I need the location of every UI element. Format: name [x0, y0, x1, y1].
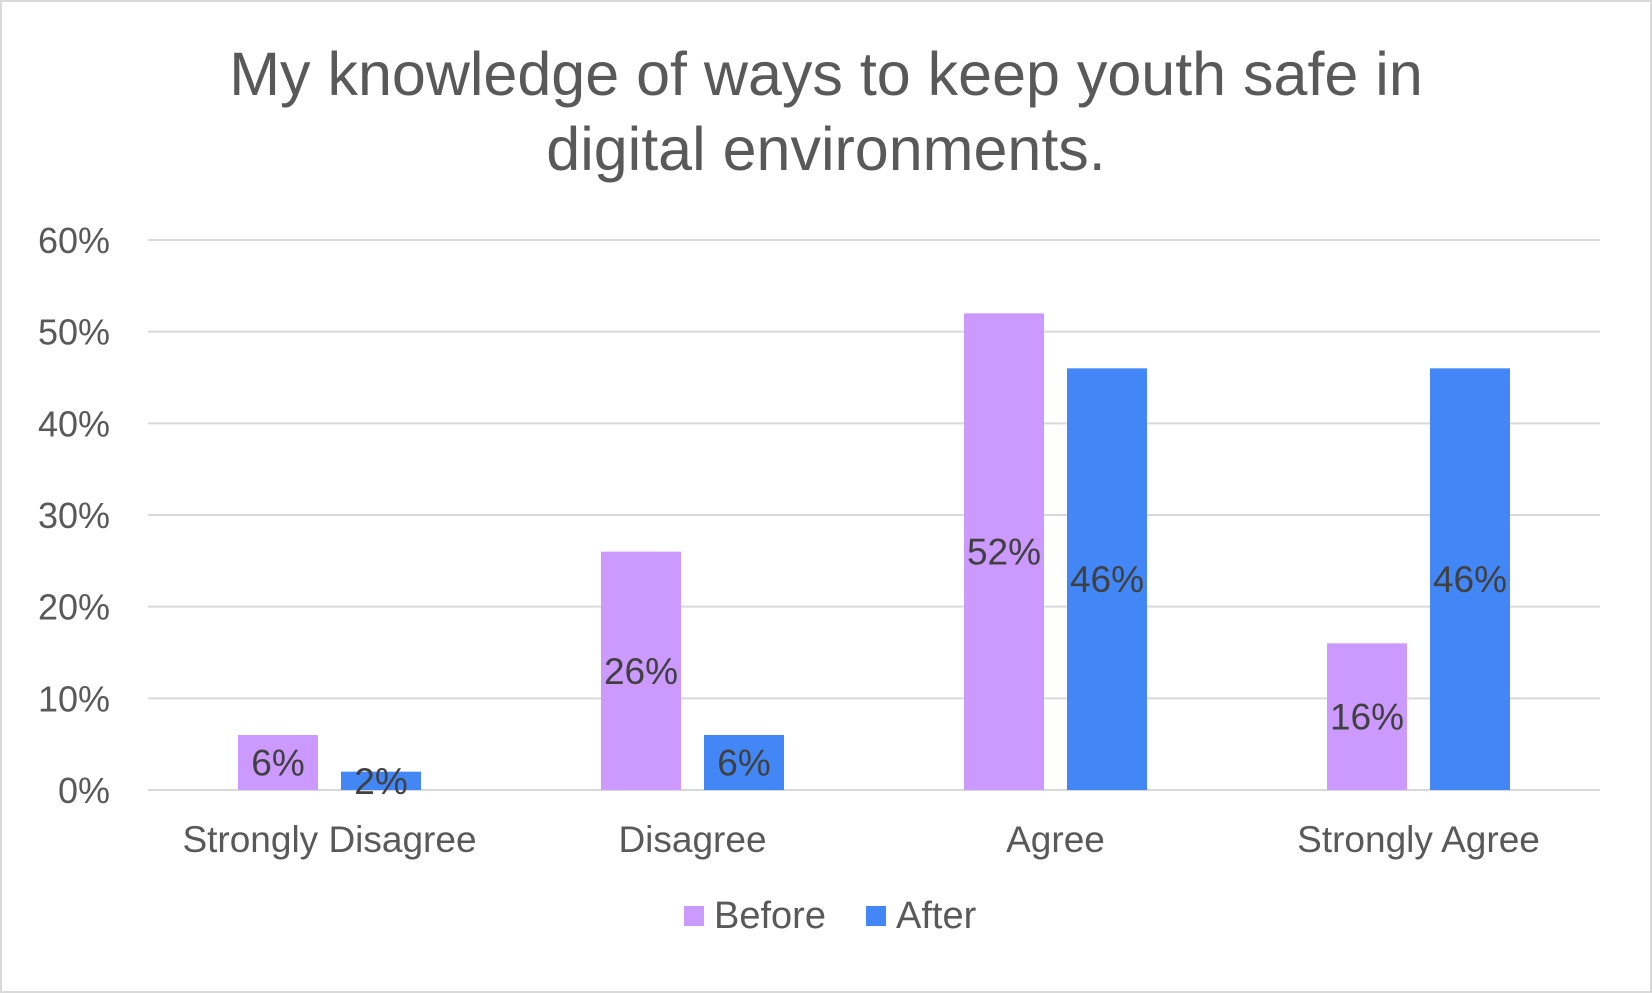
- data-label: 6%: [717, 743, 770, 784]
- chart-title: My knowledge of ways to keep youth safe …: [229, 40, 1423, 183]
- bar-after-strongly-agree: [1430, 368, 1510, 790]
- y-tick-label: 30%: [38, 495, 110, 536]
- bar-before-strongly-agree: [1327, 643, 1407, 790]
- x-category-label: Disagree: [618, 819, 766, 860]
- x-category-label: Strongly Agree: [1297, 819, 1540, 860]
- y-tick-label: 10%: [38, 678, 110, 719]
- chart-title-line-2: digital environments.: [546, 115, 1105, 183]
- data-label: 52%: [967, 532, 1041, 573]
- bar-before-strongly-disagree: [238, 735, 318, 790]
- data-label: 2%: [354, 761, 407, 802]
- data-label: 26%: [604, 651, 678, 692]
- bar-after-strongly-disagree: [341, 771, 421, 790]
- y-tick-label: 20%: [38, 587, 110, 628]
- legend-label-before: Before: [714, 895, 826, 937]
- data-label: 6%: [251, 743, 304, 784]
- bar-before-agree: [964, 313, 1044, 790]
- y-tick-label: 50%: [38, 312, 110, 353]
- y-tick-label: 60%: [38, 220, 110, 261]
- chart-title-line-1: My knowledge of ways to keep youth safe …: [229, 40, 1423, 108]
- y-tick-label: 0%: [58, 770, 110, 811]
- data-labels: 6% 2% 26% 6% 52% 46% 16% 46%: [251, 532, 1507, 802]
- x-axis-category-labels: Strongly Disagree Disagree Agree Strongly A…: [182, 819, 1539, 860]
- data-label: 46%: [1433, 559, 1507, 600]
- y-tick-label: 40%: [38, 403, 110, 444]
- legend-swatch-after: [866, 906, 886, 926]
- legend: Before After: [684, 895, 977, 937]
- x-category-label: Agree: [1006, 819, 1105, 860]
- bar-before-disagree: [601, 551, 681, 790]
- bar-after-disagree: [704, 735, 784, 790]
- legend-swatch-before: [684, 906, 704, 926]
- data-label: 16%: [1330, 697, 1404, 738]
- legend-label-after: After: [896, 895, 977, 937]
- data-label: 46%: [1070, 559, 1144, 600]
- y-axis-tick-labels: 0% 10% 20% 30% 40% 50% 60%: [38, 220, 110, 811]
- x-category-label: Strongly Disagree: [182, 819, 476, 860]
- bar-after-agree: [1067, 368, 1147, 790]
- bars: [238, 313, 1510, 790]
